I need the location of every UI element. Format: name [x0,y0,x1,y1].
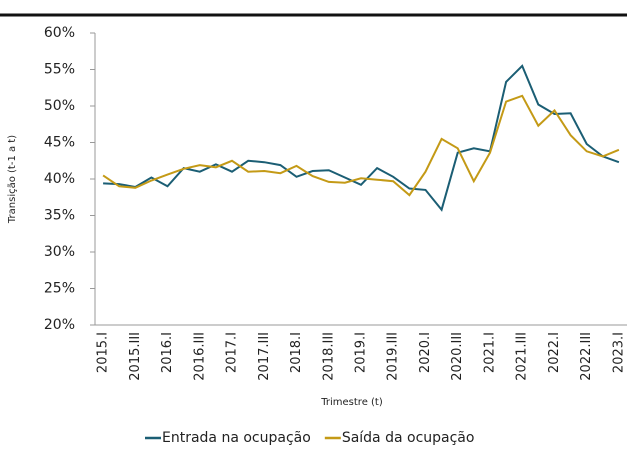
x-tick-label: 2016.III [192,332,207,381]
x-tick-label: 2017.III [257,332,272,381]
x-axis-title: Trimestre (t) [320,397,383,408]
x-tick-label: 2021.I [482,332,497,373]
x-tick-label: 2019.III [386,332,401,381]
x-tick-label: 2016.I [160,332,175,373]
y-tick-label: 25% [44,281,75,297]
x-tick-label: 2018.III [321,332,336,381]
y-tick-label: 50% [44,98,75,114]
y-tick-label: 35% [44,208,75,224]
series-line [102,94,620,197]
x-tick-label: 2017.I [225,332,240,373]
y-tick-label: 60% [44,25,75,41]
x-tick-label: 2021.III [515,332,530,381]
x-tick-label: 2018.I [289,332,304,373]
y-axis-title: Transição (t-1 a t) [7,135,18,224]
x-tick-label: 2015.III [128,332,143,381]
y-tick-label: 40% [44,171,75,187]
x-tick-label: 2020.III [450,332,465,381]
y-tick-label: 55% [44,62,75,78]
legend-label: Entrada na ocupação [162,430,311,446]
y-tick-label: 30% [44,244,75,260]
x-tick-label: 2023.I [611,332,626,373]
x-tick-label: 2019.I [354,332,369,373]
legend-label: Saída da ocupação [342,430,475,446]
y-tick-label: 45% [44,135,75,151]
x-tick-label: 2022.III [579,332,594,381]
x-tick-label: 2015.I [96,332,111,373]
x-tick-label: 2020.I [418,332,433,373]
y-tick-label: 20% [44,317,75,333]
series-line [103,64,620,212]
x-tick-label: 2022.I [547,332,562,373]
